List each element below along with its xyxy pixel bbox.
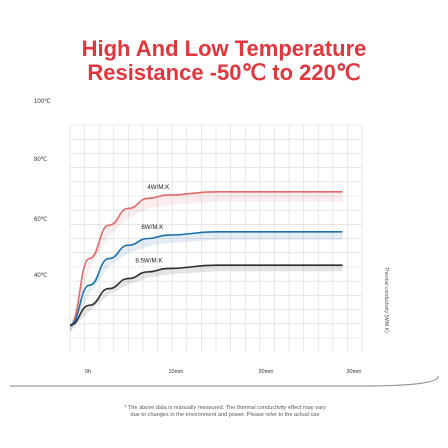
chart-series-lines xyxy=(69,190,343,327)
chart-band-fills xyxy=(70,191,343,336)
x-tick-label: 30min xyxy=(347,369,362,375)
series-label-1: 4W/M.K xyxy=(147,184,170,191)
series-line-3 xyxy=(69,264,343,327)
series-band-2 xyxy=(70,231,343,334)
footnote-line2: due to changes in the environment and po… xyxy=(130,412,320,418)
y-tick-label: 40℃ xyxy=(34,273,48,279)
y-axis-label: Thermal conductivity (W/M.K) xyxy=(383,267,389,333)
divider-curve xyxy=(10,375,439,387)
chart-title-line2: Resistance -50℃ to 220℃ xyxy=(87,60,361,85)
series-label-2: 6W/M.K xyxy=(141,224,164,231)
chart-labels: 100℃ 80℃ 60℃ 40℃ 0h 10min 20min 30min Thermal co… xyxy=(34,99,389,375)
footnote-line1: * The above data is manually measured. T… xyxy=(124,405,326,411)
series-label-3: 8.5W/M.K xyxy=(135,258,163,265)
y-tick-label: 60℃ xyxy=(34,217,48,223)
x-tick-label: 20min xyxy=(259,369,274,375)
x-tick-label: 0h xyxy=(85,369,91,375)
series-band-3 xyxy=(70,265,343,332)
y-tick-label: 80℃ xyxy=(34,157,48,163)
y-tick-label: 100℃ xyxy=(34,99,51,105)
series-line-2 xyxy=(69,231,343,327)
chart-grid xyxy=(69,124,363,352)
x-tick-label: 10min xyxy=(169,369,184,375)
series-line-1 xyxy=(69,190,343,327)
chart-title-line1: High And Low Temperature xyxy=(81,36,367,61)
